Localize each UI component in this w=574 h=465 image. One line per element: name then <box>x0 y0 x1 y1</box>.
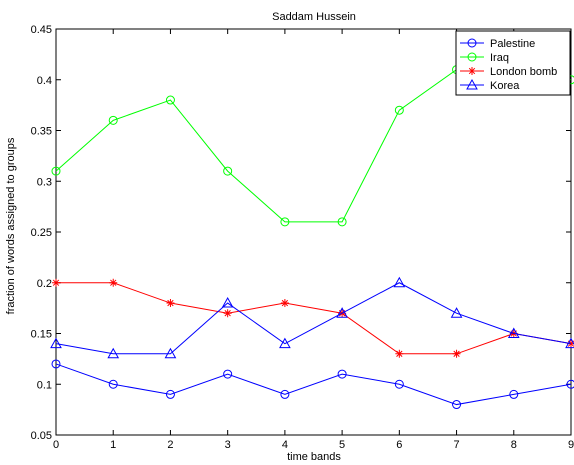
x-tick-label: 5 <box>339 439 345 451</box>
legend-label-korea: Korea <box>490 80 520 92</box>
series-line-korea <box>55 282 572 355</box>
y-tick-label: 0.2 <box>37 278 52 290</box>
data-point-london-bomb <box>109 278 118 287</box>
y-axis-label: fraction of words assigned to groups <box>5 137 17 314</box>
data-point-korea <box>450 307 463 318</box>
x-tick-label: 2 <box>167 439 173 451</box>
data-point-iraq <box>394 105 404 115</box>
legend-label-london-bomb: London bomb <box>490 66 557 78</box>
legend-marker-palestine <box>467 38 477 48</box>
data-point-iraq <box>165 95 175 105</box>
data-point-korea <box>507 327 520 338</box>
data-point-korea <box>221 297 234 308</box>
data-point-korea <box>164 347 177 359</box>
data-point-palestine <box>452 400 462 410</box>
x-tick-label: 4 <box>282 439 288 451</box>
data-point-iraq <box>51 166 61 176</box>
x-tick-label: 1 <box>110 439 116 451</box>
x-tick-label: 7 <box>453 439 459 451</box>
data-point-iraq <box>337 217 347 227</box>
chart-title: Saddam Hussein <box>272 11 356 23</box>
y-tick-label: 0.25 <box>31 227 52 239</box>
series-line-london-bomb <box>56 282 572 355</box>
data-point-korea <box>279 337 291 349</box>
data-point-palestine <box>165 389 175 399</box>
y-tick-label: 0.45 <box>31 24 52 36</box>
data-point-london-bomb <box>223 309 232 318</box>
plot-area: 0 1 2 3 4 5 6 7 8 9 0.05 0.1 0.15 0.2 0.25 0.3 0.35 0.4 0.… <box>31 24 574 451</box>
series-line-palestine <box>55 363 572 406</box>
legend-marker-iraq <box>467 52 477 62</box>
x-tick-label: 9 <box>568 439 574 451</box>
legend-label-iraq: Iraq <box>490 52 509 64</box>
data-point-korea <box>107 347 120 359</box>
y-tick-label: 0.4 <box>37 75 52 87</box>
x-axis-label: time bands <box>287 451 341 463</box>
y-tick-label: 0.15 <box>31 329 52 341</box>
y-tick-label: 0.05 <box>31 430 52 442</box>
x-tick-label: 8 <box>511 439 517 451</box>
data-point-palestine <box>280 389 290 399</box>
y-tick-label: 0.35 <box>31 126 52 138</box>
legend-marker-london-bomb <box>468 67 476 75</box>
data-point-palestine <box>108 379 118 389</box>
legend-label-palestine: Palestine <box>490 38 535 50</box>
legend: Palestine Iraq London bomb Korea <box>455 30 571 96</box>
data-point-london-bomb <box>166 299 175 308</box>
data-point-iraq <box>280 217 290 227</box>
x-tick-label: 3 <box>225 439 231 451</box>
data-point-korea <box>393 276 406 288</box>
data-point-iraq <box>223 166 233 176</box>
data-point-palestine <box>223 369 233 379</box>
data-point-palestine <box>566 379 574 389</box>
data-point-palestine <box>394 379 404 389</box>
data-point-palestine <box>509 389 519 399</box>
y-tick-label: 0.1 <box>37 379 52 391</box>
data-point-korea <box>50 337 62 349</box>
data-point-london-bomb <box>280 299 289 308</box>
y-tick-label: 0.3 <box>37 176 52 188</box>
data-point-london-bomb <box>52 278 60 287</box>
data-point-palestine <box>337 369 347 379</box>
legend-box <box>455 30 571 96</box>
legend-marker-korea <box>466 78 478 90</box>
x-tick-label: 0 <box>53 439 59 451</box>
data-point-london-bomb <box>395 349 404 358</box>
data-point-korea <box>336 307 348 318</box>
x-tick-label: 6 <box>396 439 402 451</box>
data-point-palestine <box>51 359 61 369</box>
data-point-london-bomb <box>452 349 461 358</box>
data-point-iraq <box>108 115 118 125</box>
